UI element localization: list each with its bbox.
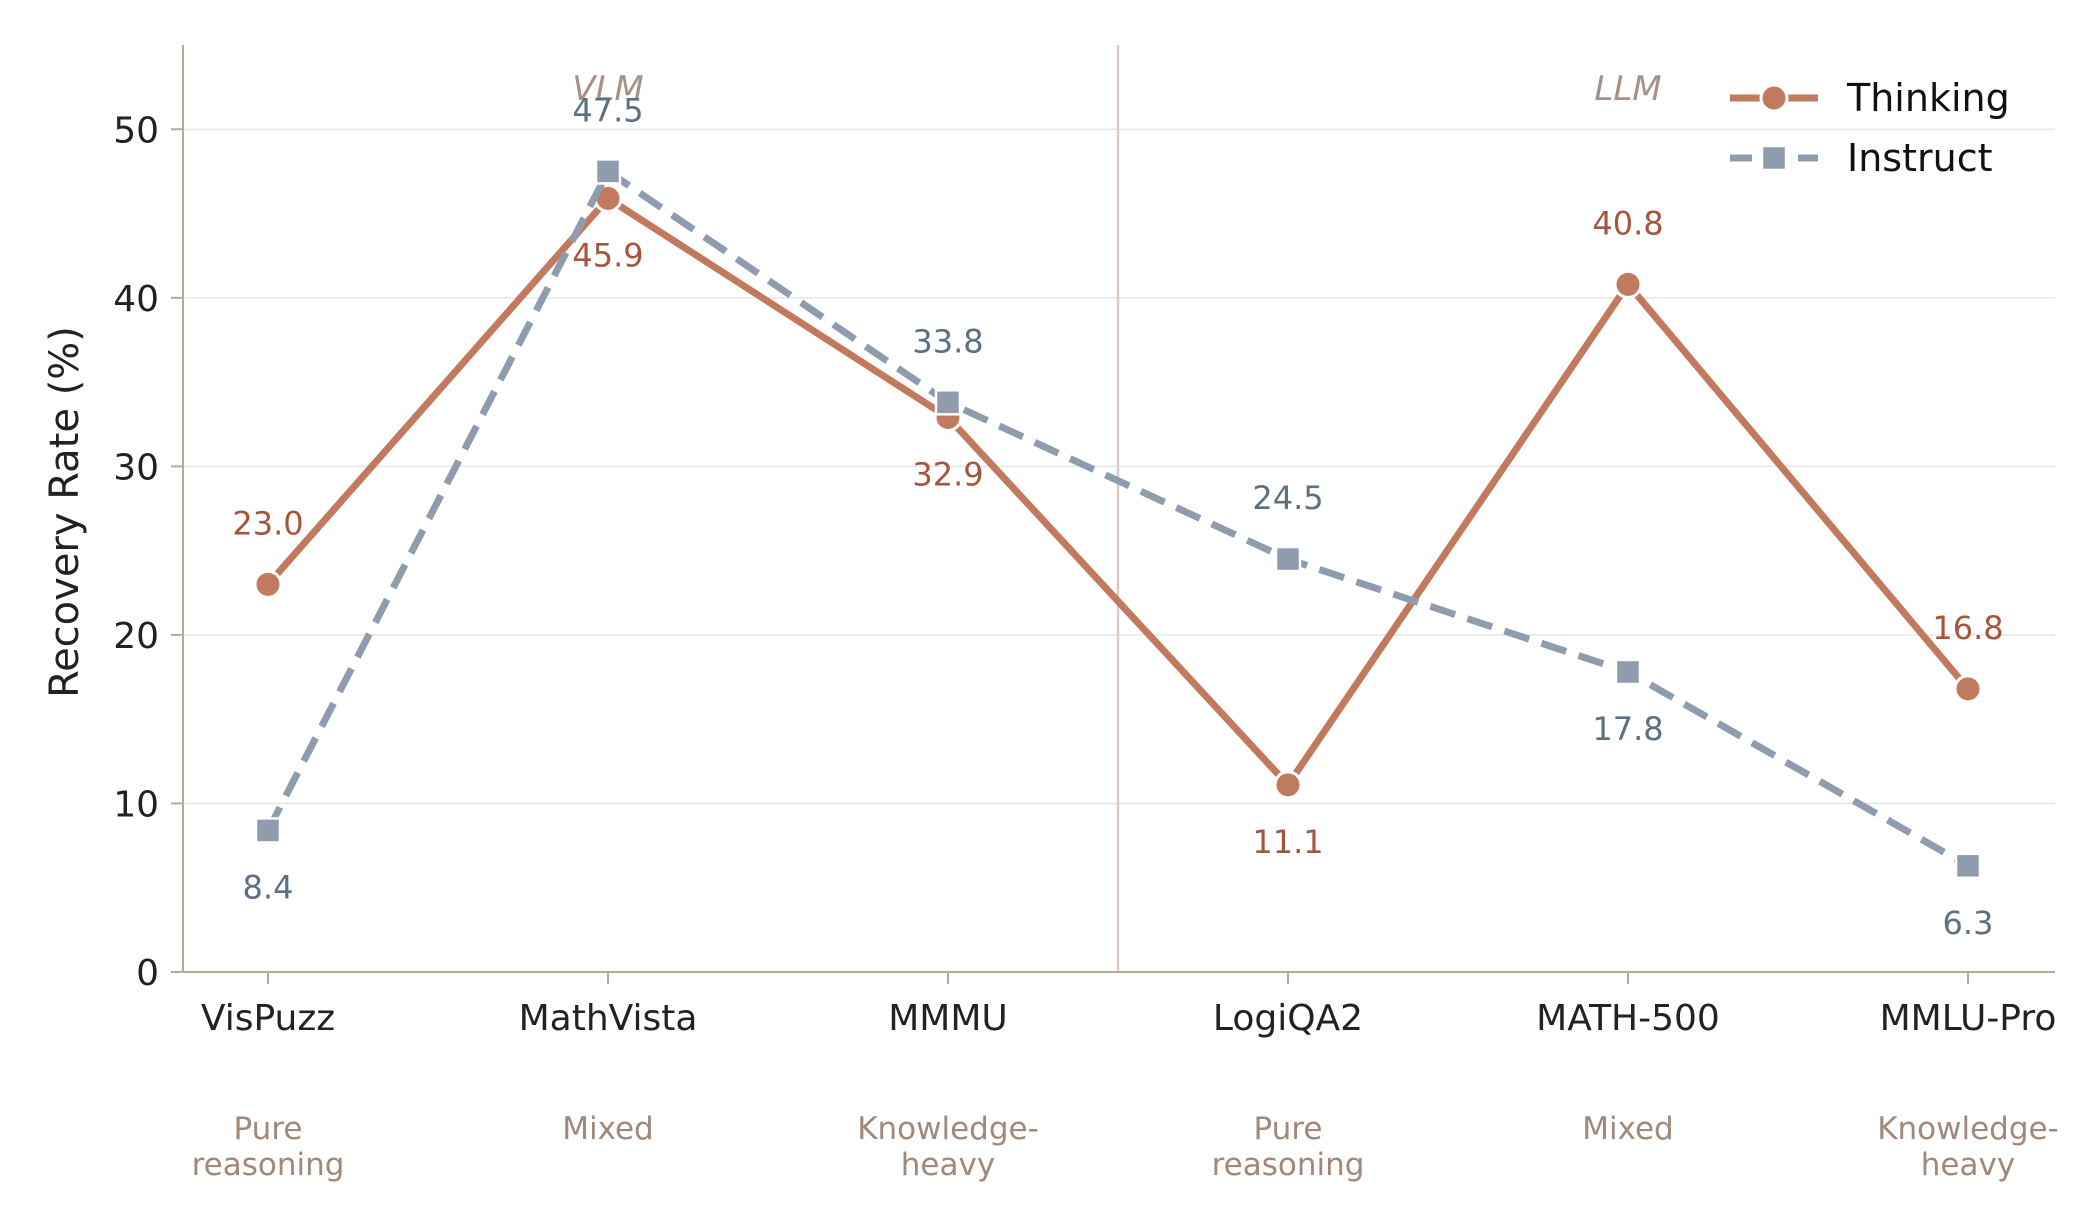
marker-thinking-5 [1953, 674, 1983, 704]
y-tick-label-10: 10 [113, 784, 159, 825]
data-label-thinking-4: 40.8 [1592, 204, 1663, 242]
marker-instruct-0 [254, 817, 282, 844]
data-label-instruct-1: 47.5 [572, 91, 643, 129]
y-tick-label-20: 20 [113, 616, 159, 657]
x-subcategory-label: Pure [1254, 1111, 1323, 1147]
y-axis-ticks: 0 10 20 30 40 50 [113, 110, 183, 994]
legend-marker-thinking [1759, 83, 1789, 113]
x-tick-label-mmmu: MMMU [888, 998, 1008, 1039]
marker-instruct-3 [1274, 545, 1302, 573]
data-label-instruct-4: 17.8 [1592, 710, 1663, 748]
y-tick-label-0: 0 [136, 953, 159, 994]
x-subcategory-label: Mixed [1582, 1111, 1674, 1147]
data-label-instruct-0: 8.4 [243, 868, 294, 906]
marker-instruct-2 [934, 389, 962, 416]
marker-instruct-4 [1614, 658, 1642, 686]
x-tick-label-mmlu-pro: MMLU-Pro [1880, 998, 2057, 1039]
legend-label-thinking: Thinking [1846, 76, 2010, 120]
x-subcategory-label: Knowledge- [857, 1111, 1039, 1147]
marker-thinking-0 [253, 569, 283, 599]
data-label-thinking-2: 32.9 [912, 455, 983, 493]
x-subcategory-label: Pure [234, 1111, 303, 1147]
marker-thinking-3 [1273, 770, 1303, 800]
y-tick-label-40: 40 [113, 279, 159, 320]
group-label-vlm: VLM [572, 69, 644, 109]
data-label-thinking-0: 23.0 [232, 504, 303, 542]
data-label-thinking-5: 16.8 [1932, 609, 2003, 647]
x-axis-ticks: VisPuzzPurereasoningMathVistaMixedMMMUKn… [192, 972, 2059, 1183]
x-tick-label-mathvista: MathVista [519, 998, 698, 1039]
data-label-instruct-2: 33.8 [912, 322, 983, 360]
x-subcategory-label: reasoning [192, 1147, 345, 1183]
series-line-instruct [264, 167, 1970, 869]
y-tick-label-50: 50 [113, 110, 159, 151]
legend: Thinking Instruct [1730, 76, 2010, 180]
data-label-instruct-3: 24.5 [1252, 479, 1323, 517]
data-label-instruct-5: 6.3 [1943, 904, 1994, 942]
group-labels: VLM LLM [572, 69, 1661, 109]
series-line-thinking [264, 194, 1972, 789]
group-label-llm: LLM [1594, 69, 1661, 109]
marker-thinking-4 [1613, 269, 1643, 299]
x-subcategory-label: Knowledge- [1877, 1111, 2059, 1147]
y-axis-title: Recovery Rate (%) [42, 326, 88, 698]
data-label-thinking-1: 45.9 [572, 236, 643, 274]
marker-instruct-1 [594, 158, 622, 185]
x-tick-label-logiqa2: LogiQA2 [1213, 998, 1363, 1039]
legend-marker-instruct [1760, 144, 1788, 172]
series [253, 158, 1983, 880]
legend-label-instruct: Instruct [1847, 136, 1993, 180]
data-label-thinking-3: 11.1 [1252, 823, 1323, 861]
x-subcategory-label: heavy [1921, 1147, 2015, 1183]
x-tick-label-vispuzz: VisPuzz [201, 998, 335, 1039]
x-tick-label-math-500: MATH-500 [1536, 998, 1720, 1039]
x-subcategory-label: reasoning [1212, 1147, 1365, 1183]
x-subcategory-label: heavy [901, 1147, 995, 1183]
axes [182, 45, 2055, 973]
data-labels: 23.0 8.4 45.9 47.5 32.9 33.8 11.1 24.5 40.8 17.8 1… [232, 91, 2003, 941]
x-subcategory-label: Mixed [562, 1111, 654, 1147]
marker-instruct-5 [1954, 852, 1982, 880]
y-tick-label-30: 30 [113, 447, 159, 488]
